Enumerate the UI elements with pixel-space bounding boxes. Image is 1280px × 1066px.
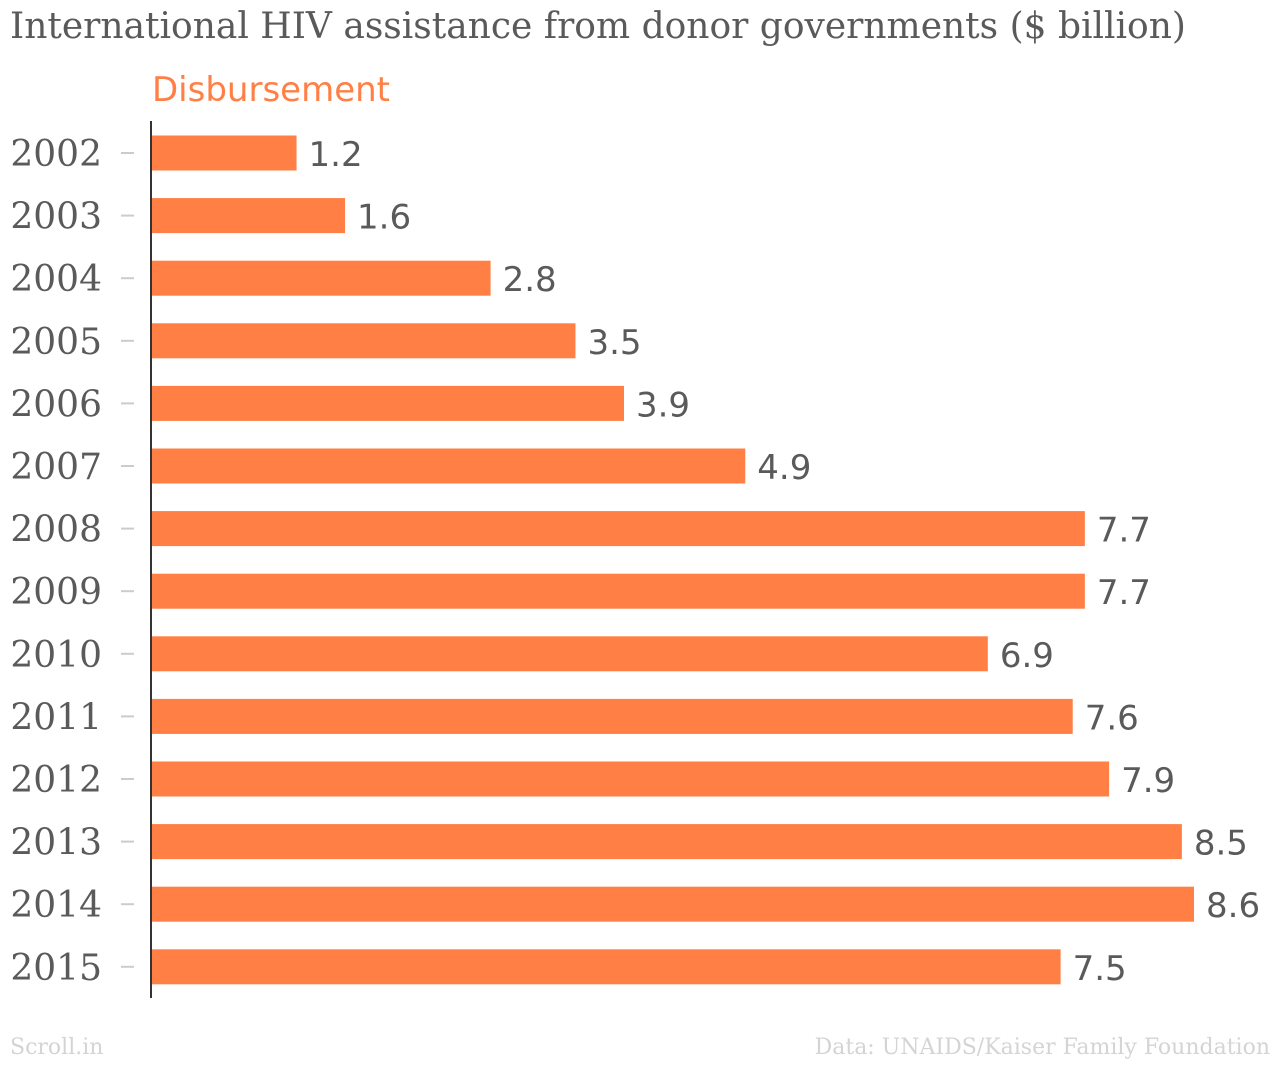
value-label-2007: 4.9 (757, 448, 811, 488)
value-label-2006: 3.9 (636, 385, 690, 425)
value-label-2005: 3.5 (587, 323, 641, 363)
legend-series-label: Disbursement (152, 70, 390, 110)
source-brand: Scroll.in (10, 1035, 104, 1060)
category-label-2009: 2009 (10, 572, 102, 613)
value-label-2012: 7.9 (1121, 761, 1175, 801)
bar-2014 (151, 886, 1194, 922)
bar-2007 (151, 448, 746, 484)
category-label-2003: 2003 (10, 197, 102, 238)
value-label-2013: 8.5 (1194, 824, 1248, 864)
value-label-2014: 8.6 (1206, 886, 1260, 926)
bar-2009 (151, 573, 1085, 609)
category-label-2006: 2006 (10, 384, 102, 425)
value-label-2015: 7.5 (1073, 949, 1127, 989)
category-label-2007: 2007 (10, 447, 102, 488)
bar-2015 (151, 949, 1061, 985)
value-label-2003: 1.6 (357, 198, 411, 238)
category-label-2014: 2014 (10, 885, 102, 926)
value-label-2011: 7.6 (1085, 698, 1139, 738)
bar-2002 (151, 135, 297, 171)
value-label-2002: 1.2 (309, 135, 363, 175)
category-label-2004: 2004 (10, 259, 102, 300)
value-label-2008: 7.7 (1097, 511, 1151, 551)
value-label-2004: 2.8 (503, 260, 557, 300)
category-label-2013: 2013 (10, 823, 102, 864)
category-label-2015: 2015 (10, 948, 102, 989)
bar-2010 (151, 636, 988, 672)
category-label-2010: 2010 (10, 635, 102, 676)
category-label-2011: 2011 (10, 697, 102, 738)
chart-title: International HIV assistance from donor … (10, 6, 1186, 47)
value-label-2010: 6.9 (1000, 636, 1054, 676)
bar-2005 (151, 323, 576, 359)
bar-2013 (151, 824, 1182, 860)
category-label-2012: 2012 (10, 760, 102, 801)
bar-2011 (151, 698, 1073, 734)
data-source-note: Data: UNAIDS/Kaiser Family Foundation (814, 1035, 1270, 1060)
category-label-2005: 2005 (10, 322, 102, 363)
bar-2003 (151, 198, 346, 234)
bar-2012 (151, 761, 1110, 797)
bar-2008 (151, 511, 1085, 547)
category-label-2002: 2002 (10, 134, 102, 175)
bar-2004 (151, 260, 491, 296)
category-label-2008: 2008 (10, 510, 102, 551)
value-label-2009: 7.7 (1097, 573, 1151, 613)
bar-2006 (151, 385, 624, 421)
